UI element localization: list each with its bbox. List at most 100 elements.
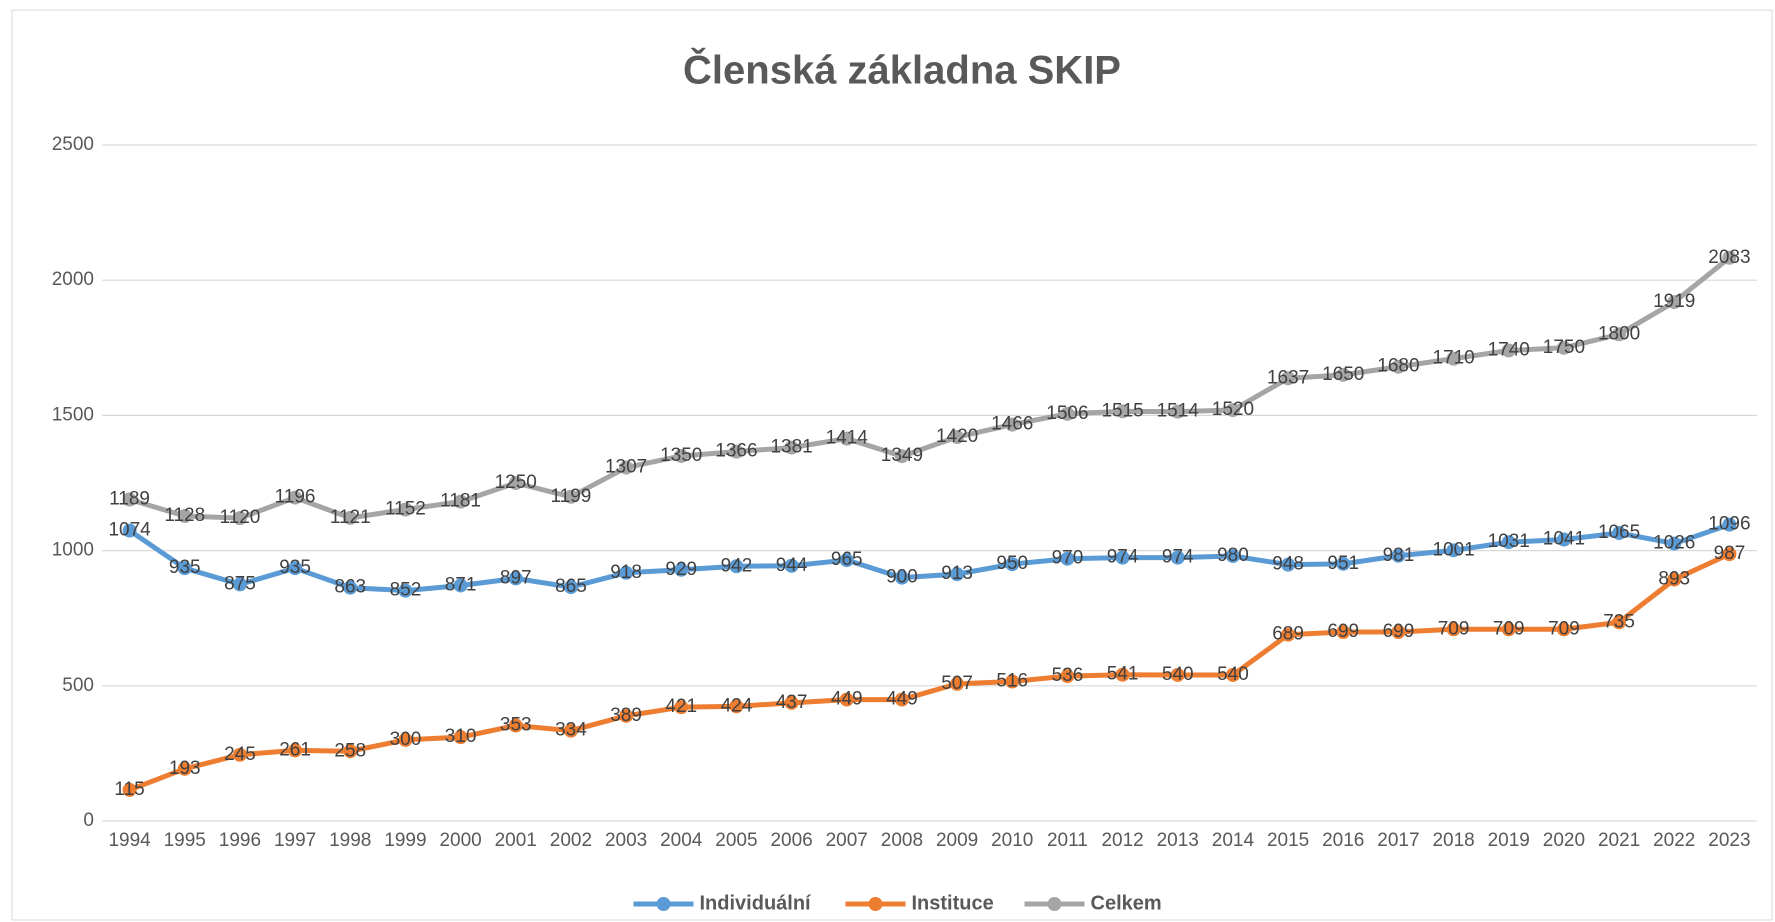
data-label: 1366: [715, 441, 757, 462]
data-label: 1199: [550, 486, 591, 507]
data-label: 1514: [1157, 401, 1200, 422]
point: [1281, 371, 1296, 386]
data-label: 1466: [991, 414, 1033, 435]
x-tick-label: 2006: [770, 830, 812, 851]
data-label: 437: [776, 692, 808, 713]
data-label: 893: [1658, 569, 1690, 590]
x-tick-label: 2000: [439, 830, 481, 851]
point: [1225, 667, 1240, 682]
data-label: 942: [721, 555, 753, 576]
point: [453, 494, 468, 509]
legend-label: Individuální: [700, 892, 813, 914]
x-tick-label: 2020: [1543, 830, 1585, 851]
point: [343, 510, 358, 525]
data-label: 261: [279, 739, 311, 760]
data-label: 1420: [936, 426, 978, 447]
legend-label: Celkem: [1091, 892, 1162, 914]
point: [839, 553, 854, 568]
data-label: 1414: [826, 428, 869, 449]
point: [232, 511, 247, 526]
point: [1667, 572, 1682, 587]
series-line: [127, 522, 1732, 594]
point: [1556, 340, 1571, 355]
point: [177, 561, 192, 576]
point: [619, 460, 634, 475]
x-tick-label: 1997: [274, 830, 316, 851]
x-tick-label: 1999: [384, 830, 426, 851]
point: [1501, 622, 1516, 637]
point: [508, 571, 523, 586]
data-label: 421: [665, 696, 697, 717]
data-label: 536: [1052, 665, 1084, 686]
point: [1336, 367, 1351, 382]
data-label: 980: [1217, 545, 1249, 566]
point: [1225, 402, 1240, 417]
point: [729, 444, 744, 459]
point: [619, 708, 634, 723]
point: [729, 699, 744, 714]
point: [1612, 327, 1627, 342]
data-label: 1250: [495, 472, 537, 493]
point: [1115, 667, 1130, 682]
x-tick-label: 1995: [164, 830, 206, 851]
data-label: 2083: [1708, 247, 1750, 268]
y-tick-label: 2000: [52, 269, 94, 290]
x-tick-label: 2007: [826, 830, 868, 851]
data-label: 709: [1438, 618, 1470, 639]
data-label: 507: [941, 673, 973, 694]
point: [343, 580, 358, 595]
x-tick-label: 2021: [1598, 830, 1640, 851]
x-tick-label: 1998: [329, 830, 371, 851]
point: [122, 523, 137, 538]
x-tick-label: 1994: [108, 830, 151, 851]
data-label: 115: [114, 779, 144, 800]
point: [398, 583, 413, 598]
point: [1556, 622, 1571, 637]
point: [1281, 627, 1296, 642]
x-tick-label: 2002: [550, 830, 592, 851]
data-label: 974: [1107, 547, 1139, 568]
legend-label: Instituce: [912, 892, 994, 914]
data-label: 1031: [1488, 531, 1530, 552]
x-tick-label: 2012: [1101, 830, 1143, 851]
point: [288, 490, 303, 505]
point: [563, 489, 578, 504]
y-tick-label: 500: [62, 675, 94, 696]
data-label: 1041: [1543, 529, 1585, 550]
data-label: 689: [1272, 624, 1304, 645]
data-label: 1919: [1653, 291, 1695, 312]
data-label: 699: [1327, 621, 1359, 642]
data-label: 1196: [275, 487, 316, 508]
data-label: 918: [610, 562, 642, 583]
x-tick-label: 1996: [219, 830, 261, 851]
data-label: 900: [886, 567, 918, 588]
y-tick-label: 0: [83, 810, 94, 831]
data-label: 1121: [330, 507, 371, 528]
data-label: 929: [665, 559, 697, 580]
data-label: 1152: [385, 499, 426, 520]
point: [619, 565, 634, 580]
point: [1556, 532, 1571, 547]
data-label: 875: [224, 573, 256, 594]
data-label: 1680: [1377, 356, 1419, 377]
x-tick-label: 2008: [881, 830, 923, 851]
chart-title: Členská základna SKIP: [683, 47, 1121, 93]
data-label: 449: [831, 689, 863, 710]
x-tick-label: 2011: [1047, 830, 1088, 851]
x-tick-label: 2013: [1157, 830, 1199, 851]
legend-marker: [656, 897, 671, 911]
data-label: 1520: [1212, 399, 1254, 420]
point: [1115, 550, 1130, 565]
data-label: 1065: [1598, 522, 1640, 543]
data-label: 1637: [1267, 367, 1309, 388]
point: [563, 580, 578, 595]
data-label: 871: [445, 574, 477, 595]
data-label: 310: [445, 726, 477, 747]
point: [398, 502, 413, 517]
data-label: 974: [1162, 547, 1194, 568]
data-label: 1350: [660, 445, 702, 466]
data-label: 951: [1327, 553, 1359, 574]
data-label: 1096: [1708, 514, 1750, 535]
point: [1612, 526, 1627, 541]
point: [1005, 417, 1020, 432]
